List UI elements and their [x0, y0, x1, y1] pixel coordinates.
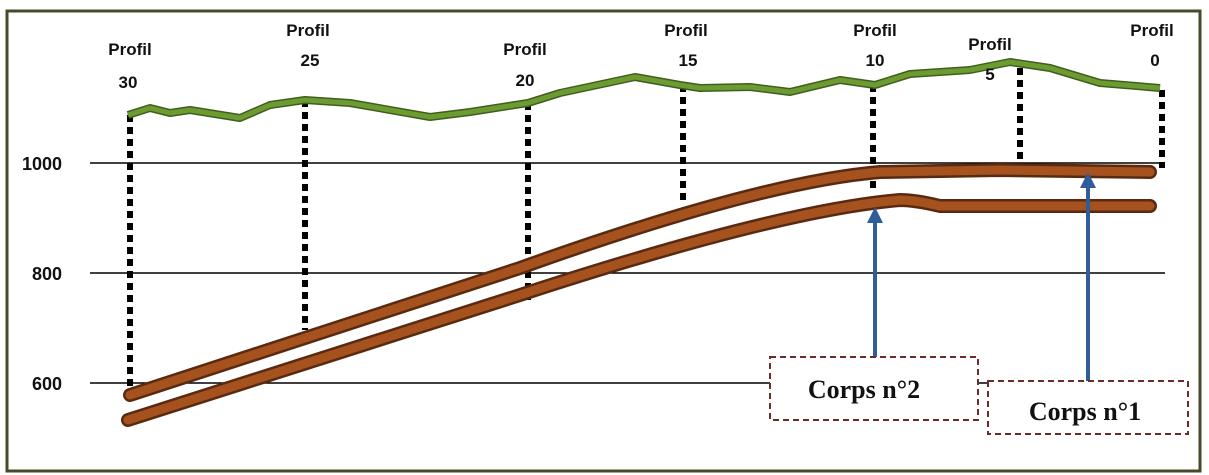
axis-label: 600 [32, 374, 62, 394]
body-label: Corps n°2 [808, 375, 920, 404]
body-upper [125, 165, 1155, 400]
label-box [769, 356, 979, 421]
axis-label: 1000 [22, 154, 62, 174]
label-box [987, 380, 1189, 435]
axis-label: 800 [32, 264, 62, 284]
body-label: Corps n°1 [1029, 397, 1141, 426]
profile-number: 15 [679, 51, 698, 70]
profile-label: Profil [286, 21, 329, 40]
profile-number: 30 [119, 73, 138, 92]
grid [90, 162, 1165, 384]
profile-number: 10 [866, 51, 885, 70]
profile-label: Profil [1130, 21, 1173, 40]
profile-label: Profil [503, 40, 546, 59]
profile-label: Profil [108, 40, 151, 59]
ore-bodies [121, 162, 1157, 427]
profile-label: Profil [664, 21, 707, 40]
surface [127, 59, 1161, 121]
profile-number: 25 [301, 51, 320, 70]
profile-label: Profil [968, 35, 1011, 54]
profile-label: Profil [853, 21, 896, 40]
profile-labels: Profil 30 Profil 25 Profil 20 Profil 15 Profil 10… [108, 21, 1173, 92]
body-lower [123, 195, 1155, 425]
profile-number: 0 [1150, 51, 1159, 70]
profile-number: 5 [985, 65, 994, 84]
profile-number: 20 [516, 71, 535, 90]
